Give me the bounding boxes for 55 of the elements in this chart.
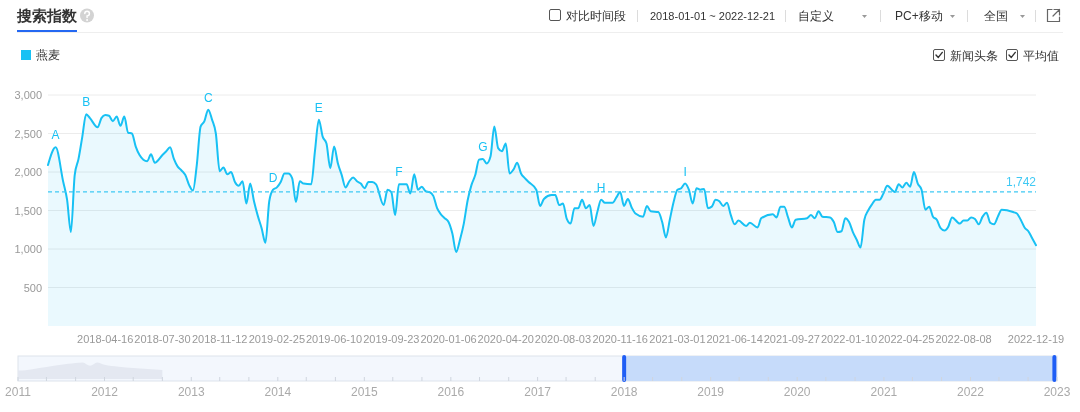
x-tick-label: 2014 (264, 385, 292, 399)
x-tick-label: 2017 (524, 385, 552, 399)
annotation: G (478, 139, 488, 154)
x-tick-label: 2021-03-01 (649, 333, 706, 345)
x-tick-label: 2020-01-06 (420, 333, 477, 345)
x-tick-label: 2020-04-20 (477, 333, 534, 345)
x-tick-label: 2021-06-14 (706, 333, 763, 345)
x-tick-label: 2020-08-03 (534, 333, 592, 345)
text: 平均值 (1023, 49, 1059, 63)
x-tick-label: 2018-11-12 (191, 333, 248, 345)
x-tick-label: 2015 (350, 385, 378, 399)
x-tick-label: 2012 (91, 385, 119, 399)
x-tick-label: 2022-08-08 (935, 333, 992, 345)
x-tick-label: 2019 (697, 385, 725, 399)
y-tick-label: 2,000 (14, 166, 42, 178)
y-tick-label: 3,000 (14, 89, 42, 101)
x-tick-label: 2018 (610, 385, 638, 399)
annotation: B (82, 95, 91, 110)
text: PC+移动 (895, 9, 943, 23)
legend-label: 燕麦 (36, 48, 60, 62)
x-tick-label: 2013 (177, 385, 205, 399)
ref-line-label: 1,742 (1005, 174, 1037, 189)
x-tick-label: 2022-01-10 (820, 333, 878, 345)
annotation: H (596, 180, 606, 195)
x-tick-label: 2023 (1043, 385, 1071, 399)
text: 对比时间段 (566, 9, 626, 23)
annotation: F (395, 165, 403, 180)
annotation: I (683, 164, 687, 179)
annotation: E (314, 100, 323, 115)
x-tick-label: 2018-04-16 (77, 333, 134, 345)
y-tick-label: 1,500 (14, 204, 42, 217)
x-tick-label: 2020 (783, 385, 811, 399)
text: 全国 (984, 9, 1008, 23)
text: 自定义 (798, 9, 834, 23)
x-tick-label: 2019-02-25 (248, 333, 306, 345)
x-tick-label: 2020-11-16 (592, 333, 648, 345)
chart-title: 搜索指数 (16, 7, 78, 24)
x-tick-label: 2021-09-27 (763, 333, 820, 345)
x-tick-label: 2019-06-10 (305, 333, 363, 345)
y-tick-label: 500 (23, 281, 42, 294)
text: 2018-01-01 ~ 2022-12-21 (650, 10, 776, 22)
annotation: D (268, 170, 278, 185)
annotation: A (51, 128, 60, 143)
text: 新闻头条 (950, 49, 998, 63)
y-tick-label: 1,000 (14, 243, 42, 255)
x-tick-label: 2022-12-19 (1007, 333, 1065, 345)
x-tick-label: 2019-09-23 (363, 333, 420, 345)
y-tick-label: 2,500 (14, 127, 42, 140)
x-tick-label: 2022-04-25 (878, 333, 935, 345)
x-tick-label: 2016 (437, 385, 465, 399)
x-tick-label: 2011 (5, 385, 32, 399)
x-tick-label: 2022 (957, 385, 985, 399)
annotation: C (203, 90, 213, 105)
x-tick-label: 2018-07-30 (134, 333, 191, 345)
x-tick-label: 2021 (870, 385, 898, 399)
